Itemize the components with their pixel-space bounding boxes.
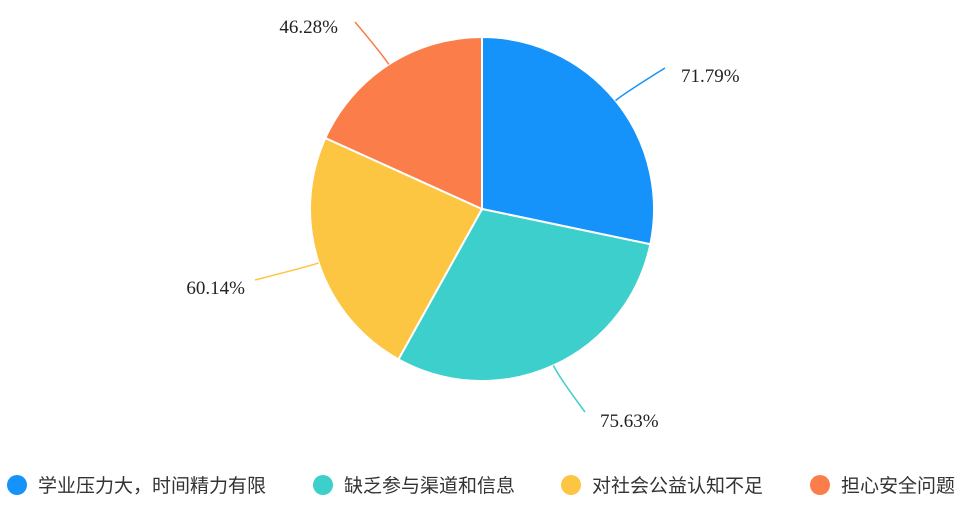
leader-line-3 <box>254 262 319 281</box>
pie-slice-1[interactable] <box>481 35 655 246</box>
pie-slice-4[interactable] <box>323 35 483 211</box>
leader-line-2 <box>552 365 586 413</box>
legend-item-4[interactable]: 担心安全问题 <box>810 475 955 497</box>
legend-label: 对社会公益认知不足 <box>592 475 763 497</box>
data-labels: 71.79% 75.63% 60.14% 46.28% <box>186 17 739 432</box>
legend-marker-icon <box>7 475 27 495</box>
legend: 学业压力大，时间精力有限 缺乏参与渠道和信息 对社会公益认知不足 担心安全问题 <box>7 475 955 497</box>
legend-item-3[interactable]: 对社会公益认知不足 <box>561 475 763 497</box>
legend-item-2[interactable]: 缺乏参与渠道和信息 <box>313 475 515 497</box>
legend-label: 学业压力大，时间精力有限 <box>38 475 266 497</box>
leader-line-1 <box>615 67 666 102</box>
legend-marker-icon <box>313 475 333 495</box>
legend-label: 担心安全问题 <box>841 475 955 497</box>
legend-label: 缺乏参与渠道和信息 <box>344 475 515 497</box>
data-label-4: 46.28% <box>279 17 338 38</box>
data-label-3: 60.14% <box>186 278 245 299</box>
legend-marker-icon <box>561 475 581 495</box>
data-label-2: 75.63% <box>600 411 659 432</box>
leader-line-4 <box>354 21 390 65</box>
pie-slices <box>309 35 655 382</box>
legend-marker-icon <box>810 475 830 495</box>
leader-lines <box>254 21 666 413</box>
data-label-1: 71.79% <box>681 66 740 87</box>
legend-item-1[interactable]: 学业压力大，时间精力有限 <box>7 475 266 497</box>
